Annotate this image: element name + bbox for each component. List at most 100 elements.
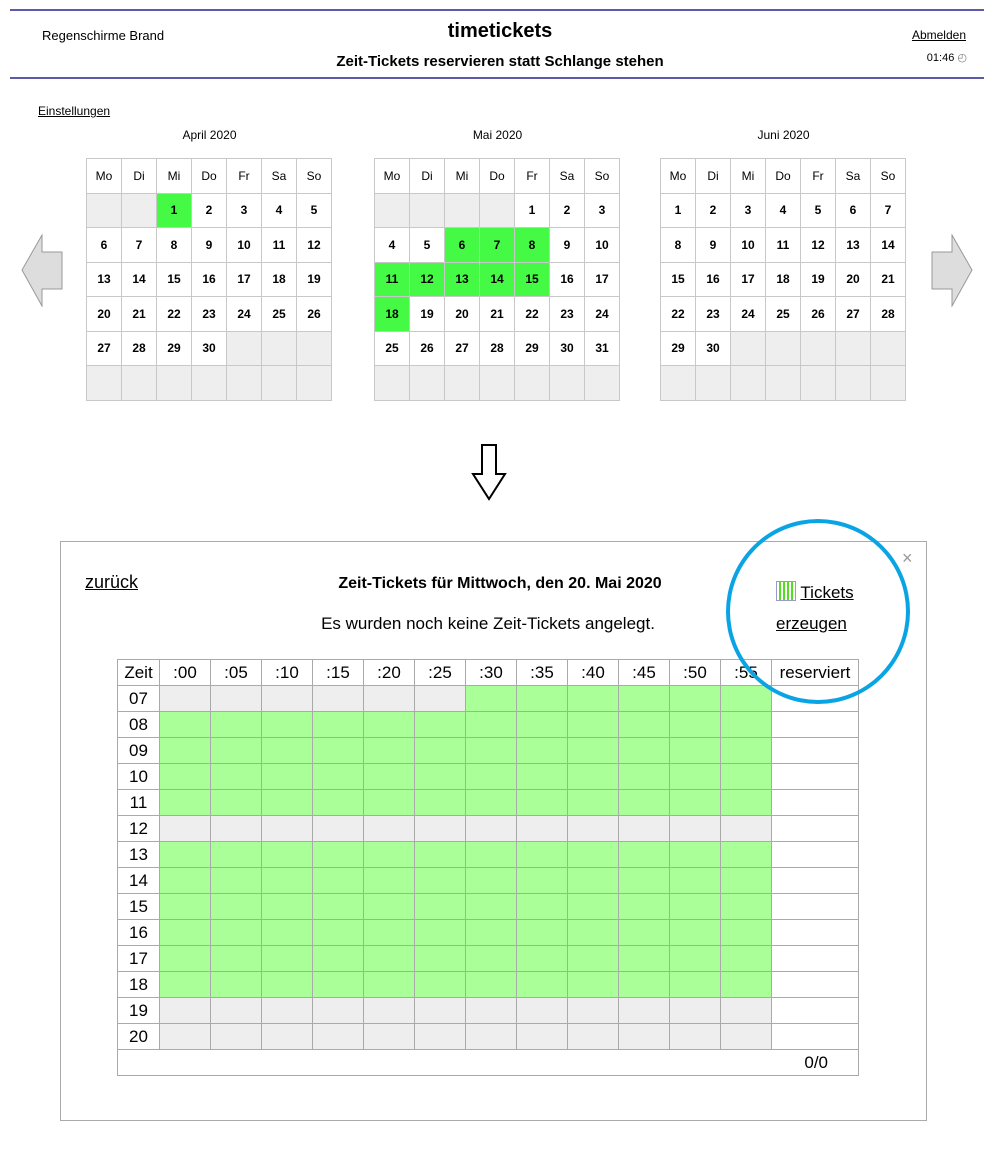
calendar-day[interactable]: 27 xyxy=(444,330,480,366)
time-slot[interactable] xyxy=(618,919,670,946)
time-slot[interactable] xyxy=(465,841,517,868)
time-slot[interactable] xyxy=(618,685,670,712)
time-slot[interactable] xyxy=(210,971,262,998)
time-slot[interactable] xyxy=(618,945,670,972)
time-slot[interactable] xyxy=(159,711,211,738)
time-slot[interactable] xyxy=(261,945,313,972)
calendar-day[interactable]: 25 xyxy=(261,296,297,332)
time-slot[interactable] xyxy=(516,945,568,972)
time-slot[interactable] xyxy=(720,737,772,764)
close-icon[interactable]: × xyxy=(902,548,913,568)
time-slot[interactable] xyxy=(669,919,721,946)
time-slot[interactable] xyxy=(516,763,568,790)
time-slot[interactable] xyxy=(516,919,568,946)
time-slot[interactable] xyxy=(363,919,415,946)
time-slot[interactable] xyxy=(720,893,772,920)
time-slot[interactable] xyxy=(363,763,415,790)
time-slot[interactable] xyxy=(465,867,517,894)
time-slot[interactable] xyxy=(312,711,364,738)
calendar-day[interactable]: 29 xyxy=(660,330,696,366)
calendar-day[interactable]: 21 xyxy=(121,296,157,332)
time-slot[interactable] xyxy=(516,971,568,998)
time-slot[interactable] xyxy=(210,945,262,972)
calendar-day[interactable]: 24 xyxy=(730,296,766,332)
calendar-day[interactable]: 28 xyxy=(121,330,157,366)
time-slot[interactable] xyxy=(312,893,364,920)
calendar-day[interactable]: 11 xyxy=(765,227,801,263)
next-month-arrow-icon[interactable] xyxy=(931,234,973,307)
time-slot[interactable] xyxy=(720,711,772,738)
calendar-day[interactable]: 5 xyxy=(800,192,836,228)
calendar-day[interactable]: 26 xyxy=(296,296,332,332)
calendar-day[interactable]: 9 xyxy=(695,227,731,263)
calendar-day[interactable]: 25 xyxy=(374,330,410,366)
calendar-day[interactable]: 4 xyxy=(374,227,410,263)
calendar-day[interactable]: 22 xyxy=(156,296,192,332)
calendar-day[interactable]: 20 xyxy=(835,261,871,297)
calendar-day[interactable]: 23 xyxy=(549,296,585,332)
calendar-day[interactable]: 13 xyxy=(835,227,871,263)
time-slot[interactable] xyxy=(261,919,313,946)
time-slot[interactable] xyxy=(312,971,364,998)
time-slot[interactable] xyxy=(363,789,415,816)
time-slot[interactable] xyxy=(363,971,415,998)
time-slot[interactable] xyxy=(210,711,262,738)
time-slot[interactable] xyxy=(618,711,670,738)
time-slot[interactable] xyxy=(261,893,313,920)
calendar-day[interactable]: 10 xyxy=(226,227,262,263)
calendar-day[interactable]: 4 xyxy=(765,192,801,228)
prev-month-arrow-icon[interactable] xyxy=(21,234,63,307)
time-slot[interactable] xyxy=(414,763,466,790)
time-slot[interactable] xyxy=(720,945,772,972)
calendar-day[interactable]: 6 xyxy=(444,227,480,263)
time-slot[interactable] xyxy=(312,945,364,972)
calendar-day[interactable]: 27 xyxy=(835,296,871,332)
time-slot[interactable] xyxy=(618,737,670,764)
time-slot[interactable] xyxy=(159,919,211,946)
time-slot[interactable] xyxy=(516,711,568,738)
time-slot[interactable] xyxy=(465,971,517,998)
time-slot[interactable] xyxy=(159,945,211,972)
calendar-day[interactable]: 13 xyxy=(444,261,480,297)
calendar-day[interactable]: 14 xyxy=(479,261,515,297)
calendar-day[interactable]: 30 xyxy=(695,330,731,366)
time-slot[interactable] xyxy=(567,711,619,738)
calendar-day[interactable]: 7 xyxy=(479,227,515,263)
calendar-day[interactable]: 29 xyxy=(514,330,550,366)
time-slot[interactable] xyxy=(363,737,415,764)
time-slot[interactable] xyxy=(567,789,619,816)
time-slot[interactable] xyxy=(567,893,619,920)
time-slot[interactable] xyxy=(516,841,568,868)
time-slot[interactable] xyxy=(567,763,619,790)
time-slot[interactable] xyxy=(159,737,211,764)
time-slot[interactable] xyxy=(567,971,619,998)
time-slot[interactable] xyxy=(312,763,364,790)
time-slot[interactable] xyxy=(210,737,262,764)
time-slot[interactable] xyxy=(669,841,721,868)
time-slot[interactable] xyxy=(210,919,262,946)
calendar-day[interactable]: 16 xyxy=(549,261,585,297)
calendar-day[interactable]: 9 xyxy=(191,227,227,263)
time-slot[interactable] xyxy=(363,867,415,894)
calendar-day[interactable]: 2 xyxy=(191,192,227,228)
time-slot[interactable] xyxy=(567,919,619,946)
time-slot[interactable] xyxy=(159,763,211,790)
time-slot[interactable] xyxy=(363,893,415,920)
time-slot[interactable] xyxy=(669,737,721,764)
calendar-day[interactable]: 15 xyxy=(156,261,192,297)
calendar-day[interactable]: 7 xyxy=(121,227,157,263)
calendar-day[interactable]: 27 xyxy=(86,330,122,366)
time-slot[interactable] xyxy=(618,971,670,998)
time-slot[interactable] xyxy=(669,867,721,894)
calendar-day[interactable]: 14 xyxy=(870,227,906,263)
calendar-day[interactable]: 18 xyxy=(374,296,410,332)
calendar-day[interactable]: 17 xyxy=(584,261,620,297)
calendar-day[interactable]: 23 xyxy=(191,296,227,332)
time-slot[interactable] xyxy=(618,893,670,920)
time-slot[interactable] xyxy=(210,893,262,920)
calendar-day[interactable]: 10 xyxy=(584,227,620,263)
time-slot[interactable] xyxy=(312,867,364,894)
calendar-day[interactable]: 28 xyxy=(479,330,515,366)
calendar-day[interactable]: 7 xyxy=(870,192,906,228)
time-slot[interactable] xyxy=(210,789,262,816)
